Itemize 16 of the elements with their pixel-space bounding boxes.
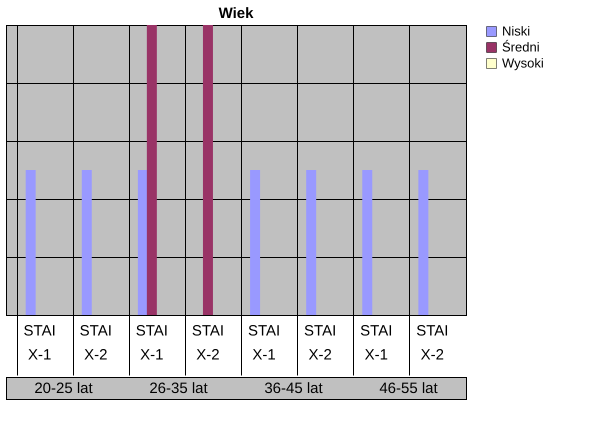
x-tick-label: STAI X-1	[248, 322, 280, 364]
text: 36-45 lat	[264, 380, 324, 397]
x-tick-label: STAI X-2	[80, 322, 112, 364]
legend-label: Niski	[502, 24, 530, 38]
legend-label: Wysoki	[502, 56, 544, 70]
text: 26-35 lat	[149, 380, 209, 397]
x-tick-label: STAI X-2	[416, 322, 448, 364]
x-tick-label: STAI X-1	[24, 322, 56, 364]
legend-label: Średni	[502, 40, 540, 54]
x-tick-label: STAI X-1	[136, 322, 168, 364]
chart-title: Wiek	[218, 5, 254, 22]
x-tick-label: STAI X-2	[304, 322, 336, 364]
x-tick-label: STAI X-2	[192, 322, 224, 364]
x-tick-label: STAI X-1	[360, 322, 392, 364]
text: 20-25 lat	[34, 380, 94, 397]
text: 46-55 lat	[379, 380, 439, 397]
